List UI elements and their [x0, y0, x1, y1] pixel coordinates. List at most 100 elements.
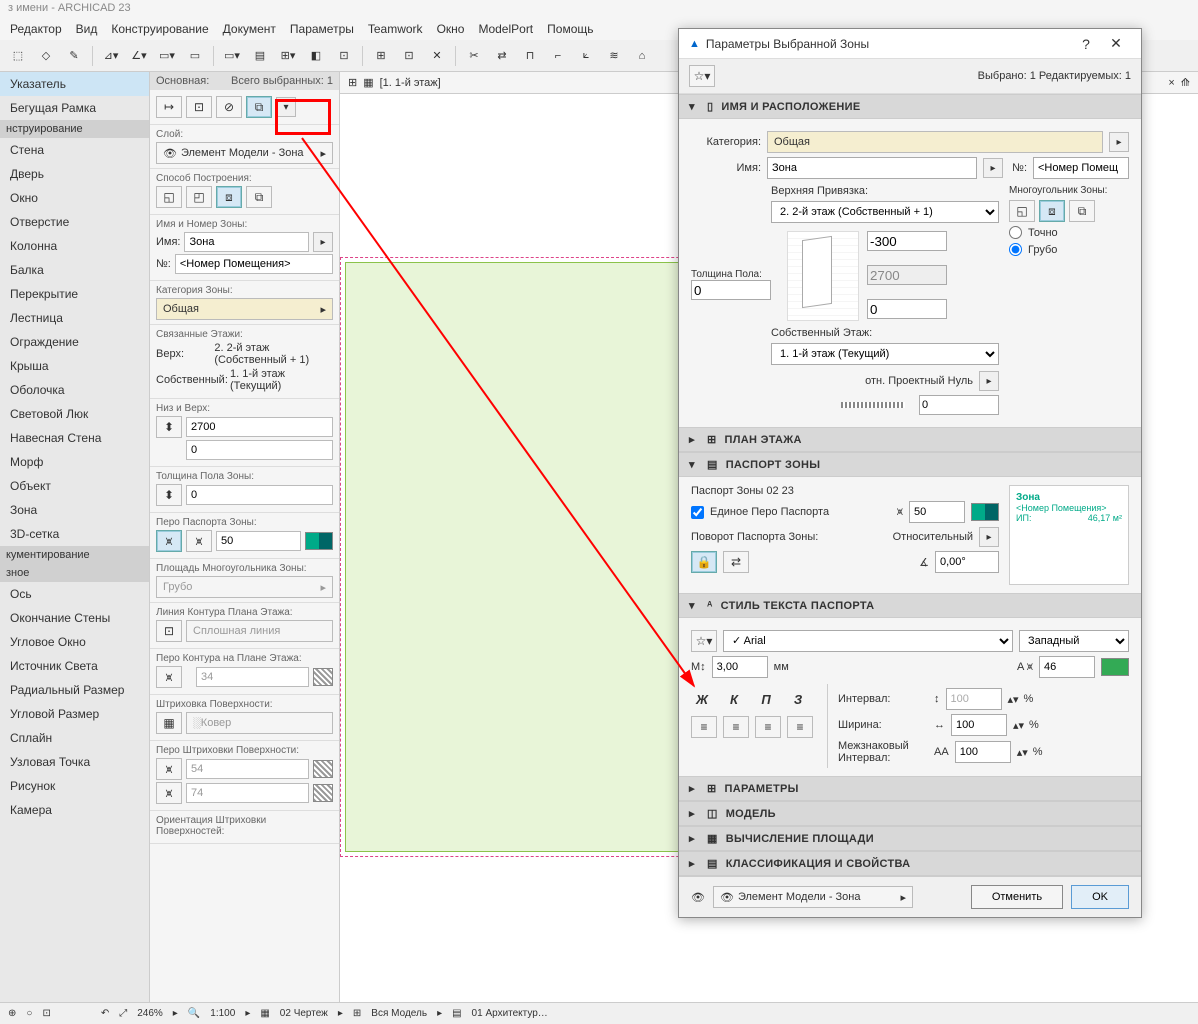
line-selector[interactable]: Сплошная линия	[186, 620, 333, 642]
base-input[interactable]	[186, 440, 333, 460]
align-justify-icon[interactable]: ≡	[787, 716, 813, 738]
tool-item[interactable]: Перекрытие	[0, 282, 149, 306]
align-right-icon[interactable]: ≡	[755, 716, 781, 738]
menu-item[interactable]: ModelPort	[478, 22, 533, 36]
num-input[interactable]	[175, 254, 333, 274]
pen-swatch[interactable]	[313, 668, 333, 686]
pen-swatch[interactable]	[305, 532, 333, 550]
tool-item[interactable]: Зона	[0, 498, 149, 522]
tool-item[interactable]: Радиальный Размер	[0, 678, 149, 702]
tool-icon[interactable]: ⟀	[574, 44, 598, 68]
panel-class-header[interactable]: ▸▤КЛАССИФИКАЦИЯ И СВОЙСТВА	[679, 851, 1141, 876]
area-selector[interactable]: Грубо▸	[156, 576, 333, 598]
panel-area-header[interactable]: ▸▦ВЫЧИСЛЕНИЕ ПЛОЩАДИ	[679, 826, 1141, 851]
favorite-icon[interactable]: ☆▾	[691, 630, 717, 652]
font-select[interactable]: ✓ Arial	[723, 630, 1013, 652]
footer-layer-selector[interactable]: 👁 Элемент Модели - Зона▸	[713, 886, 913, 908]
panel-name-header[interactable]: ▾▯ИМЯ И РАСПОЛОЖЕНИЕ	[679, 94, 1141, 119]
poly-icon[interactable]: ◱	[1009, 200, 1035, 222]
favorite-icon[interactable]: ☆▾	[689, 65, 715, 87]
zoom-value[interactable]: 246%	[137, 1008, 163, 1019]
menu-item[interactable]: Конструирование	[111, 22, 208, 36]
panel-text-header[interactable]: ▾ᴬСТИЛЬ ТЕКСТА ПАСПОРТА	[679, 593, 1141, 618]
tool-item[interactable]: Колонна	[0, 234, 149, 258]
status-view[interactable]: Вся Модель	[371, 1008, 427, 1019]
name-input[interactable]	[184, 232, 309, 252]
status-icon[interactable]: ○	[26, 1008, 32, 1019]
textpen-input[interactable]	[1039, 656, 1095, 678]
uniform-pen-check[interactable]: Единое Перо Паспорта ⩙	[691, 501, 999, 523]
tool-icon[interactable]: ✂	[462, 44, 486, 68]
own-story-select[interactable]: 1. 1-й этаж (Текущий)	[771, 343, 999, 365]
panel-model-header[interactable]: ▸◫МОДЕЛЬ	[679, 801, 1141, 826]
floor-thk-input[interactable]	[186, 485, 333, 505]
top-off-input[interactable]	[867, 231, 947, 251]
tool-icon[interactable]: ⊞	[369, 44, 393, 68]
panel-params-header[interactable]: ▸⊞ПАРАМЕТРЫ	[679, 776, 1141, 801]
mirror-icon[interactable]: ⇄	[723, 551, 749, 573]
status-icon[interactable]: 🔍	[188, 1008, 200, 1019]
underline-button[interactable]: П	[755, 688, 777, 710]
tool-icon[interactable]: ◇	[34, 44, 58, 68]
status-icon[interactable]: ▦	[260, 1008, 269, 1019]
scale-value[interactable]: 1:100	[210, 1008, 235, 1019]
category-selector[interactable]: Общая▸	[156, 298, 333, 320]
menu-item[interactable]: Редактор	[10, 22, 62, 36]
tool-icon[interactable]: ⊡	[397, 44, 421, 68]
tool-item[interactable]: Угловое Окно	[0, 630, 149, 654]
pen-input[interactable]	[216, 531, 301, 551]
surf-selector[interactable]: ░ Ковер	[186, 712, 333, 734]
close-icon[interactable]: ×	[1168, 77, 1174, 89]
align-center-icon[interactable]: ≡	[723, 716, 749, 738]
tool-item[interactable]: Лестница	[0, 306, 149, 330]
arrow-icon[interactable]: ▸	[1109, 132, 1129, 152]
tool-item[interactable]: Ограждение	[0, 330, 149, 354]
tool-icon[interactable]: ⊿▾	[99, 44, 123, 68]
menu-item[interactable]: Окно	[437, 22, 465, 36]
status-view[interactable]: 01 Архитектур…	[472, 1008, 548, 1019]
line-icon[interactable]: ⊡	[156, 620, 182, 642]
tool-item[interactable]: Оболочка	[0, 378, 149, 402]
cancel-button[interactable]: Отменить	[971, 885, 1063, 909]
geom-icon[interactable]: ⊡	[186, 96, 212, 118]
tool-icon[interactable]: ≋	[602, 44, 626, 68]
geom-icon[interactable]: ⧉	[246, 96, 272, 118]
poly-icon[interactable]: ⧈	[1039, 200, 1065, 222]
pen-swatch[interactable]	[971, 503, 999, 521]
tool-item[interactable]: Окончание Стены	[0, 606, 149, 630]
poly-exact-radio[interactable]: Точно	[1009, 226, 1129, 239]
tool-icon[interactable]: ✎	[62, 44, 86, 68]
tool-item[interactable]: Навесная Стена	[0, 426, 149, 450]
tool-item[interactable]: Отверстие	[0, 210, 149, 234]
outpen-input[interactable]	[196, 667, 309, 687]
constr-mode-icon[interactable]: ◰	[186, 186, 212, 208]
tracking-input[interactable]	[955, 741, 1011, 763]
layer-selector[interactable]: 👁 Элемент Модели - Зона▸	[156, 142, 333, 164]
tool-icon[interactable]: ▭	[183, 44, 207, 68]
menu-item[interactable]: Вид	[76, 22, 98, 36]
num-input[interactable]	[1033, 157, 1129, 179]
play-icon[interactable]: ▸	[313, 232, 333, 252]
tool-icon[interactable]: ⬚	[6, 44, 30, 68]
tool-item[interactable]: Узловая Точка	[0, 750, 149, 774]
constr-mode-icon[interactable]: ⧉	[246, 186, 272, 208]
tool-item[interactable]: 3D-сетка	[0, 522, 149, 546]
tool-icon[interactable]: ⊞▾	[276, 44, 300, 68]
pen-swatch[interactable]	[313, 760, 333, 778]
menu-item[interactable]: Teamwork	[368, 22, 423, 36]
tool-item[interactable]: Окно	[0, 186, 149, 210]
size-input[interactable]	[712, 656, 768, 678]
poly-icon[interactable]: ⧉	[1069, 200, 1095, 222]
close-icon[interactable]: ✕	[1101, 29, 1131, 59]
help-icon[interactable]: ?	[1071, 29, 1101, 59]
rot-input[interactable]	[935, 551, 999, 573]
proj-zero-input[interactable]	[919, 395, 999, 415]
constr-mode-icon[interactable]: ⧈	[216, 186, 242, 208]
status-icon[interactable]: ⊕	[8, 1008, 16, 1019]
arrow-icon[interactable]: ▾	[276, 97, 296, 117]
surfpen2-input[interactable]	[186, 783, 309, 803]
name-input[interactable]	[767, 157, 977, 179]
tool-icon[interactable]: ◧	[304, 44, 328, 68]
tool-icon[interactable]: ⊡	[332, 44, 356, 68]
pen-icon[interactable]: ⩙	[156, 782, 182, 804]
